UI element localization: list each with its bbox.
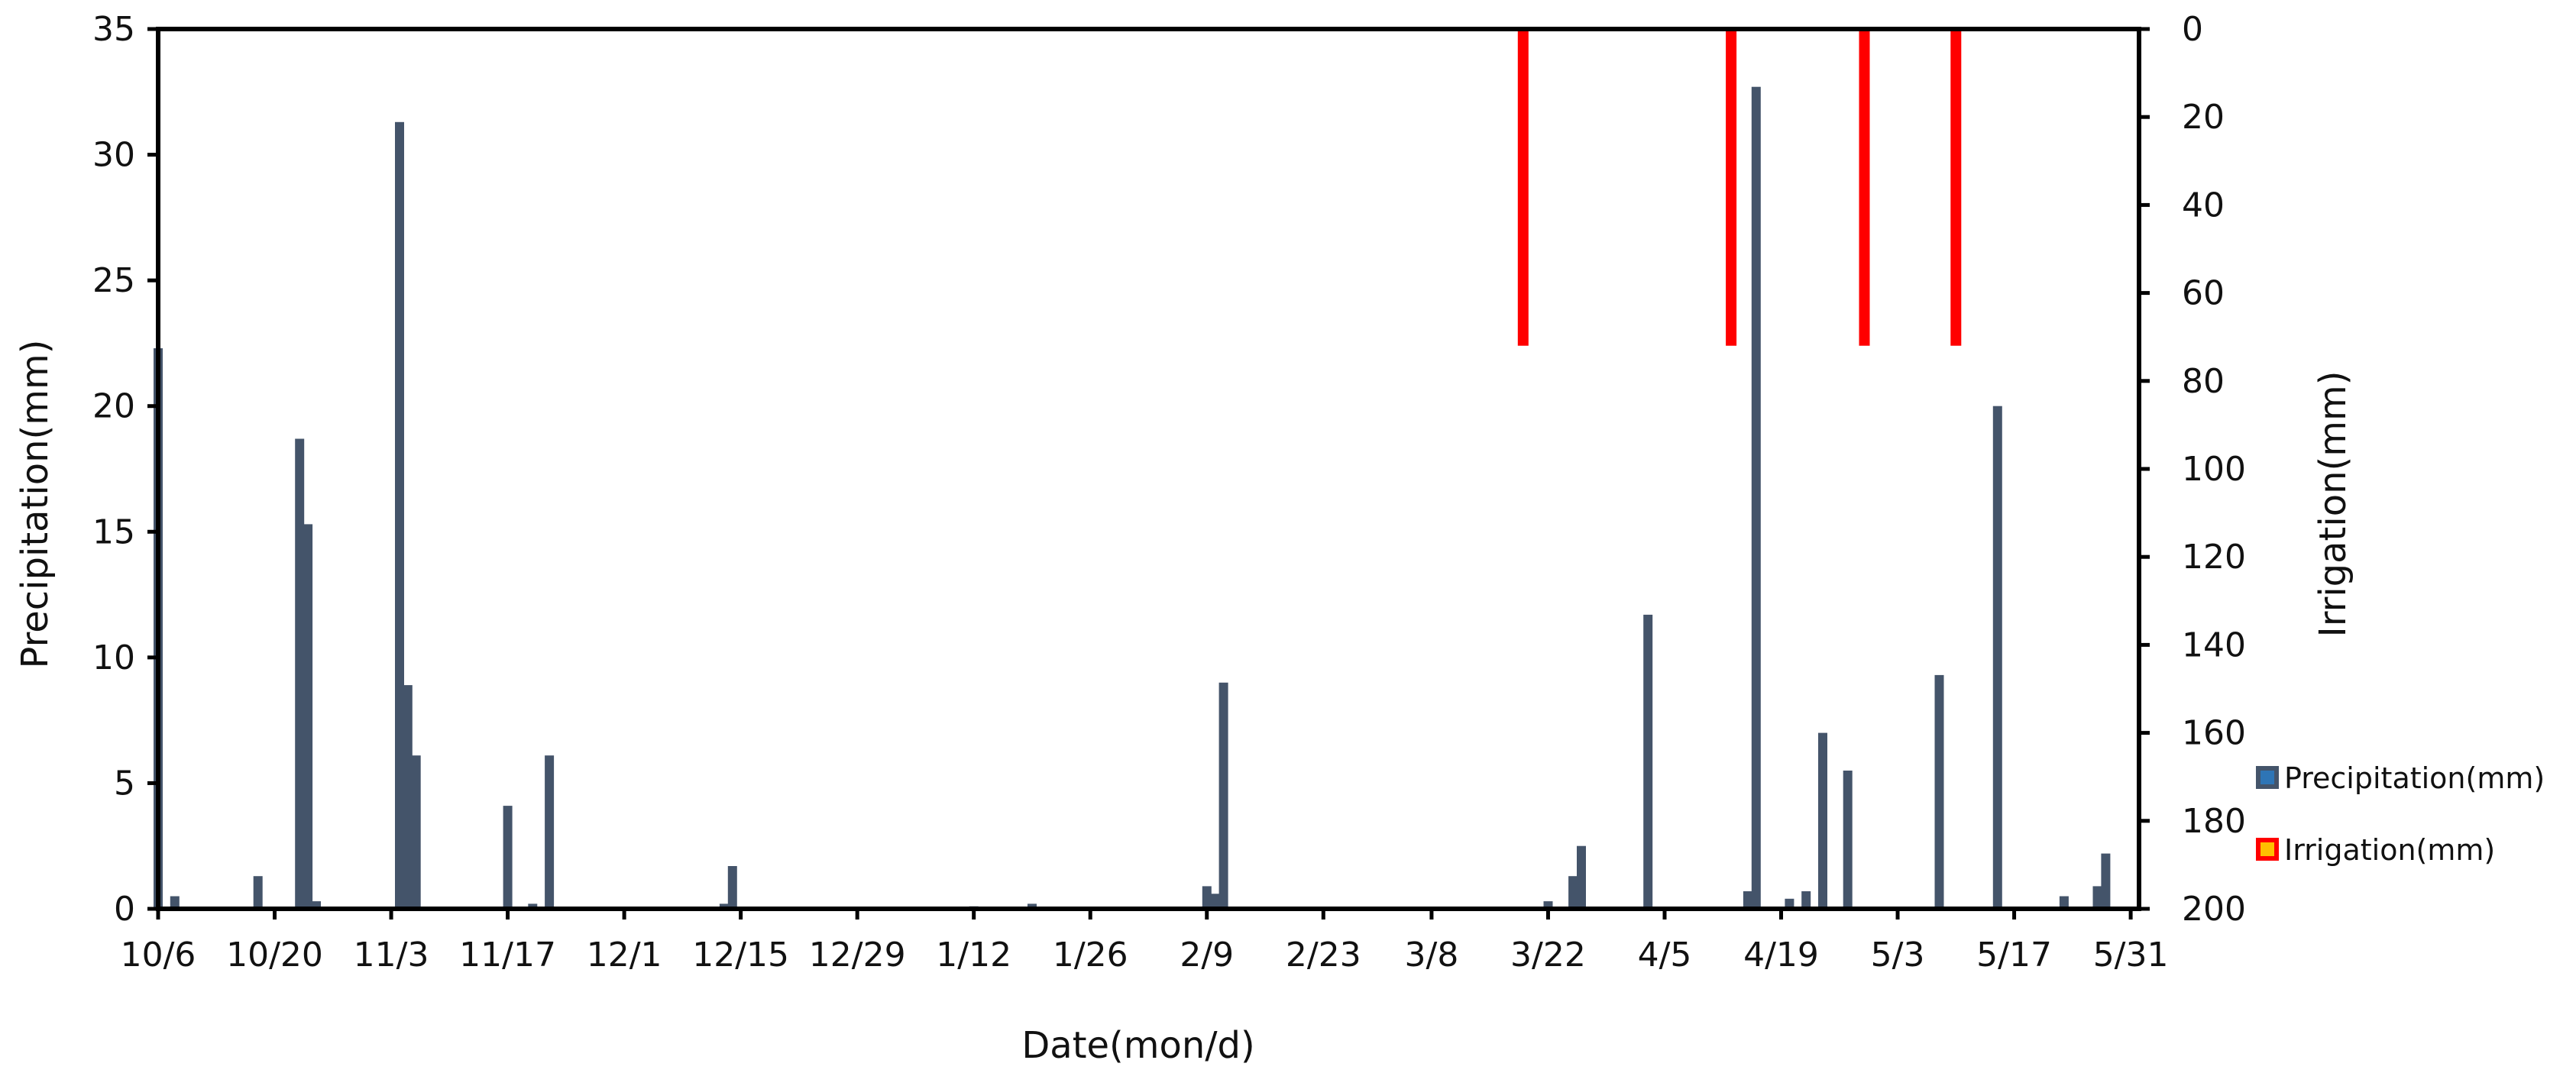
right-axis-title: Irrigation(mm) bbox=[2312, 371, 2354, 638]
x-tick-label: 1/12 bbox=[936, 936, 1011, 974]
x-tick-label: 2/23 bbox=[1286, 936, 1361, 974]
right-tick-label: 40 bbox=[2182, 186, 2225, 225]
precipitation-bar bbox=[1743, 891, 1752, 909]
precipitation-bar bbox=[1992, 406, 2002, 909]
precipitation-bar bbox=[395, 121, 404, 909]
precipitation-bar bbox=[719, 903, 729, 909]
plot-marks bbox=[154, 29, 2111, 910]
left-tick-label: 15 bbox=[92, 512, 135, 551]
x-tick-label: 5/17 bbox=[1976, 936, 2052, 974]
precipitation-bar bbox=[303, 524, 313, 909]
irrigation-bar bbox=[1859, 29, 1870, 346]
precipitation-bar bbox=[253, 876, 263, 909]
right-tick-label: 60 bbox=[2182, 274, 2225, 313]
precipitation-bar bbox=[2092, 886, 2102, 909]
legend-label-irrigation: Irrigation(mm) bbox=[2284, 833, 2495, 867]
left-tick-label: 35 bbox=[92, 10, 135, 49]
precipitation-bar bbox=[1818, 732, 1827, 909]
tick-labels: 0 5 10 15 20 25 30 35 0 20 40 60 80 100 120 140 160 180 20… bbox=[92, 10, 2246, 974]
right-tick-label: 200 bbox=[2182, 890, 2246, 929]
precipitation-bar bbox=[312, 901, 321, 909]
x-axis-title: Date(mon/d) bbox=[1021, 1024, 1254, 1067]
x-tick-label: 1/26 bbox=[1053, 936, 1128, 974]
precipitation-bar bbox=[727, 866, 737, 909]
x-tick-label: 2/9 bbox=[1180, 936, 1234, 974]
x-tick-label: 4/5 bbox=[1638, 936, 1692, 974]
precipitation-bar bbox=[1843, 771, 1853, 909]
precipitation-bar bbox=[170, 896, 180, 909]
x-tick-label: 4/19 bbox=[1743, 936, 1819, 974]
x-tick-label: 10/20 bbox=[226, 936, 323, 974]
precipitation-bar bbox=[1027, 903, 1037, 909]
x-tick-label: 3/8 bbox=[1405, 936, 1459, 974]
x-tick-label: 12/1 bbox=[587, 936, 662, 974]
precipitation-bar bbox=[2059, 896, 2069, 909]
precipitation-bar bbox=[1801, 891, 1811, 909]
left-tick-label: 0 bbox=[114, 890, 135, 929]
precipitation-bar bbox=[1210, 894, 1220, 909]
right-tick-label: 160 bbox=[2182, 714, 2246, 753]
right-tick-label: 140 bbox=[2182, 625, 2246, 664]
precipitation-bar bbox=[1934, 674, 1944, 909]
precipitation-bar bbox=[1202, 886, 1212, 909]
precipitation-bar bbox=[403, 685, 413, 909]
left-tick-label: 20 bbox=[92, 387, 135, 426]
right-tick-label: 100 bbox=[2182, 450, 2246, 489]
plot-frame bbox=[156, 27, 2141, 911]
right-tick-label: 80 bbox=[2182, 362, 2225, 401]
legend-swatch-irrigation bbox=[2256, 838, 2279, 861]
irrigation-bar bbox=[1517, 29, 1529, 346]
right-tick-label: 20 bbox=[2182, 98, 2225, 137]
x-tick-label: 3/22 bbox=[1510, 936, 1586, 974]
irrigation-bar bbox=[1950, 29, 1962, 346]
precipitation-bar bbox=[545, 755, 555, 909]
precipitation-bar bbox=[295, 438, 305, 909]
precipitation-bar bbox=[1543, 901, 1553, 909]
legend-swatch-precipitation bbox=[2256, 766, 2279, 789]
precipitation-bar bbox=[528, 903, 538, 909]
precipitation-bar bbox=[1577, 845, 1586, 909]
x-tick-label: 12/29 bbox=[809, 936, 906, 974]
x-tick-label: 11/17 bbox=[459, 936, 556, 974]
left-tick-label: 5 bbox=[114, 764, 135, 803]
x-tick-label: 5/3 bbox=[1871, 936, 1925, 974]
irrigation-bar bbox=[1726, 29, 1737, 346]
left-tick-label: 30 bbox=[92, 136, 135, 175]
right-tick-label: 0 bbox=[2182, 10, 2203, 49]
precipitation-bar bbox=[1643, 614, 1653, 909]
precipitation-bar bbox=[1568, 876, 1578, 909]
legend: Precipitation(mm) Irrigation(mm) bbox=[2256, 761, 2545, 867]
left-tick-label: 10 bbox=[92, 638, 135, 677]
x-tick-label: 11/3 bbox=[354, 936, 429, 974]
right-tick-label: 180 bbox=[2182, 802, 2246, 841]
legend-label-precipitation: Precipitation(mm) bbox=[2284, 761, 2545, 795]
left-axis-title: Precipitation(mm) bbox=[14, 340, 57, 669]
precipitation-bar bbox=[1751, 86, 1761, 910]
precipitation-bar bbox=[503, 806, 513, 909]
axes bbox=[147, 27, 2150, 920]
right-tick-label: 120 bbox=[2182, 538, 2246, 577]
precipitation-bar bbox=[2101, 853, 2111, 909]
x-tick-label: 12/15 bbox=[692, 936, 789, 974]
precipitation-bar bbox=[1785, 898, 1794, 909]
precipitation-bar bbox=[1218, 682, 1228, 909]
left-tick-label: 25 bbox=[92, 261, 135, 300]
x-tick-label: 5/31 bbox=[2093, 936, 2169, 974]
precipitation-bar bbox=[411, 755, 421, 909]
x-tick-label: 10/6 bbox=[121, 936, 196, 974]
